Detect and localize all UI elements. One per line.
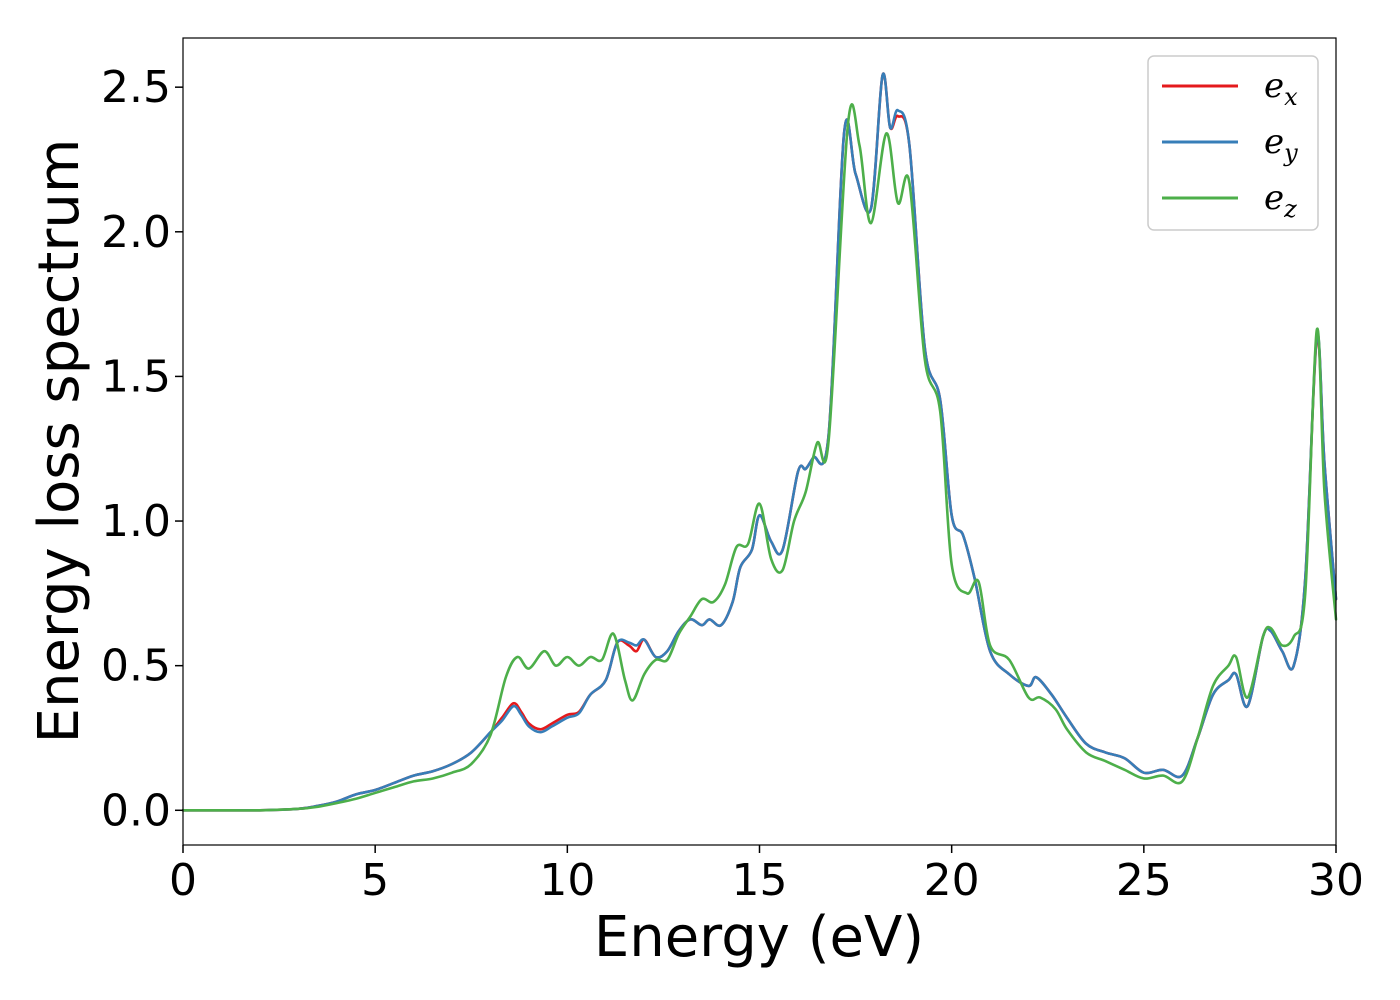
legend-label-x: ex: [1264, 66, 1298, 111]
x-axis: 0 5 10 15 20 25 30 Energy (eV): [169, 845, 1364, 970]
y-tick-marks: [175, 86, 183, 812]
y-tick-label: 1.0: [101, 496, 171, 547]
x-tick-label: 10: [539, 855, 595, 906]
series-layer: [181, 72, 1338, 812]
x-tick-labels: 0 5 10 15 20 25 30: [169, 855, 1364, 906]
x-tick-label: 15: [732, 855, 788, 906]
x-axis-label: Energy (eV): [594, 905, 924, 970]
y-tick-label: 1.5: [101, 351, 171, 402]
x-tick-label: 0: [169, 855, 197, 906]
y-tick-labels: 0.0 0.5 1.0 1.5 2.0 2.5: [101, 62, 171, 836]
x-tick-label: 5: [361, 855, 389, 906]
legend-entries: ex ey ez: [1162, 66, 1298, 223]
y-tick-label: 0.0: [101, 785, 171, 836]
x-tick-label: 20: [924, 855, 980, 906]
legend-label-z: ez: [1264, 178, 1297, 223]
y-axis-label: Energy loss spectrum: [27, 139, 92, 744]
y-tick-label: 0.5: [101, 641, 171, 692]
y-axis: 0.0 0.5 1.0 1.5 2.0 2.5 Energy loss spectrum: [27, 62, 183, 836]
series-line-z: [181, 103, 1338, 812]
y-tick-label: 2.5: [101, 62, 171, 113]
y-tick-label: 2.0: [101, 207, 171, 258]
x-tick-marks: [182, 845, 1337, 853]
legend-label-y: ey: [1264, 122, 1298, 167]
x-tick-label: 30: [1308, 855, 1364, 906]
legend: ex ey ez: [1147, 55, 1319, 231]
x-tick-label: 25: [1116, 855, 1172, 906]
